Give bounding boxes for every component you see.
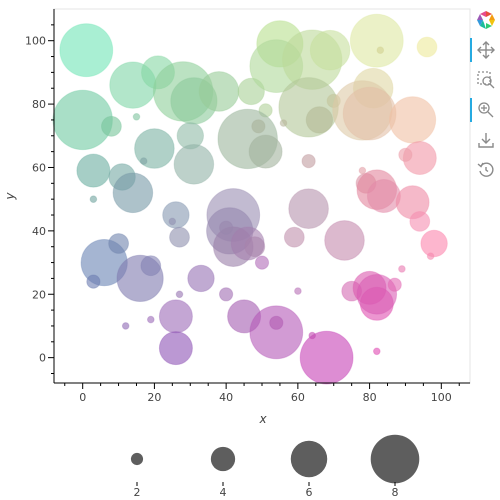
- y-axis: 0 20 40 60 80 100: [25, 9, 55, 383]
- legend-label: 4: [220, 486, 227, 499]
- reset-icon[interactable]: [474, 158, 498, 182]
- wheel-zoom-icon[interactable]: [470, 98, 498, 122]
- bubble-point: [76, 153, 111, 188]
- bubble-point: [254, 255, 270, 270]
- bubble-layer: [52, 13, 448, 385]
- y-tick-label: 40: [32, 225, 46, 238]
- box-zoom-icon[interactable]: [474, 68, 498, 92]
- x-tick-label: 20: [147, 391, 161, 404]
- bubble-point: [249, 305, 304, 360]
- x-tick-label: 80: [363, 391, 377, 404]
- bubble-point: [168, 217, 177, 226]
- bubble-point: [279, 119, 288, 127]
- bubble-point: [309, 29, 351, 71]
- legend-label: 8: [392, 486, 399, 499]
- bubble-point: [244, 236, 266, 258]
- bokeh-logo-icon[interactable]: [474, 8, 498, 32]
- bubble-point: [121, 322, 130, 330]
- bubble-point: [387, 277, 402, 292]
- legend-bubble: [290, 440, 328, 478]
- pan-icon[interactable]: [470, 38, 498, 62]
- bubble-point: [299, 330, 354, 385]
- bubble-point: [376, 46, 385, 55]
- bubble-point: [373, 347, 381, 356]
- bubble-point: [366, 179, 401, 213]
- bubble-point: [305, 106, 334, 134]
- y-tick-label: 0: [39, 352, 46, 365]
- legend-bubble: [130, 452, 144, 466]
- bubble-point: [219, 287, 234, 302]
- legend-label: 6: [306, 486, 313, 499]
- bubble-point: [416, 36, 438, 58]
- bubble-point: [398, 147, 413, 162]
- y-axis-label: y: [3, 192, 17, 201]
- bubble-point: [175, 290, 184, 299]
- bubble-point: [158, 299, 193, 334]
- bubble-point: [132, 113, 141, 121]
- bubble-point: [101, 115, 122, 137]
- bubble-point: [342, 86, 397, 141]
- bubble-point: [173, 144, 215, 185]
- save-icon[interactable]: [474, 128, 498, 152]
- toolbar: [470, 6, 500, 188]
- bubble-point: [301, 154, 316, 169]
- bubble-point: [89, 195, 98, 203]
- y-tick-label: 100: [25, 35, 46, 48]
- x-axis-label: x: [258, 412, 267, 426]
- bubble-point: [283, 226, 305, 248]
- bubble-point: [358, 166, 367, 175]
- bubble-point: [139, 157, 148, 165]
- bubble-point: [269, 315, 284, 330]
- y-tick-label: 80: [32, 98, 46, 111]
- x-tick-label: 0: [79, 391, 86, 404]
- bubble-point: [308, 331, 317, 340]
- y-tick-label: 60: [32, 161, 46, 174]
- bubble-point: [426, 252, 435, 261]
- size-legend: 2 4 6 8: [60, 434, 470, 499]
- bubble-point: [187, 264, 215, 293]
- bubble-point: [169, 226, 190, 248]
- bubble-point: [420, 229, 448, 258]
- bubble-point: [162, 201, 190, 229]
- bubble-point: [294, 287, 302, 295]
- legend-label: 2: [134, 486, 141, 499]
- x-tick-label: 100: [431, 391, 452, 404]
- x-tick-label: 40: [219, 391, 233, 404]
- bubble-point: [59, 23, 114, 78]
- bubble-point: [147, 315, 155, 324]
- bubble-point: [324, 220, 365, 261]
- x-tick-label: 60: [291, 391, 305, 404]
- bubble-point: [140, 255, 162, 277]
- bubble-point: [389, 96, 437, 144]
- bubble-point: [86, 274, 101, 289]
- bubble-point: [198, 71, 240, 112]
- bubble-point: [219, 220, 234, 235]
- y-tick-label: 20: [32, 288, 46, 301]
- bubble-point: [251, 119, 266, 134]
- bubble-point: [112, 172, 154, 214]
- legend-bubble: [210, 446, 236, 472]
- x-axis: 0 20 40 60 80 100: [54, 382, 470, 404]
- bubble-point: [158, 331, 193, 366]
- bubble-point: [288, 188, 329, 229]
- legend-bubble: [370, 434, 420, 484]
- bubble-point: [356, 274, 398, 315]
- bubble-point: [349, 13, 404, 68]
- bubble-point: [409, 211, 431, 232]
- bubble-point: [248, 134, 283, 169]
- bubble-point: [398, 265, 406, 273]
- bubble-point: [108, 233, 129, 254]
